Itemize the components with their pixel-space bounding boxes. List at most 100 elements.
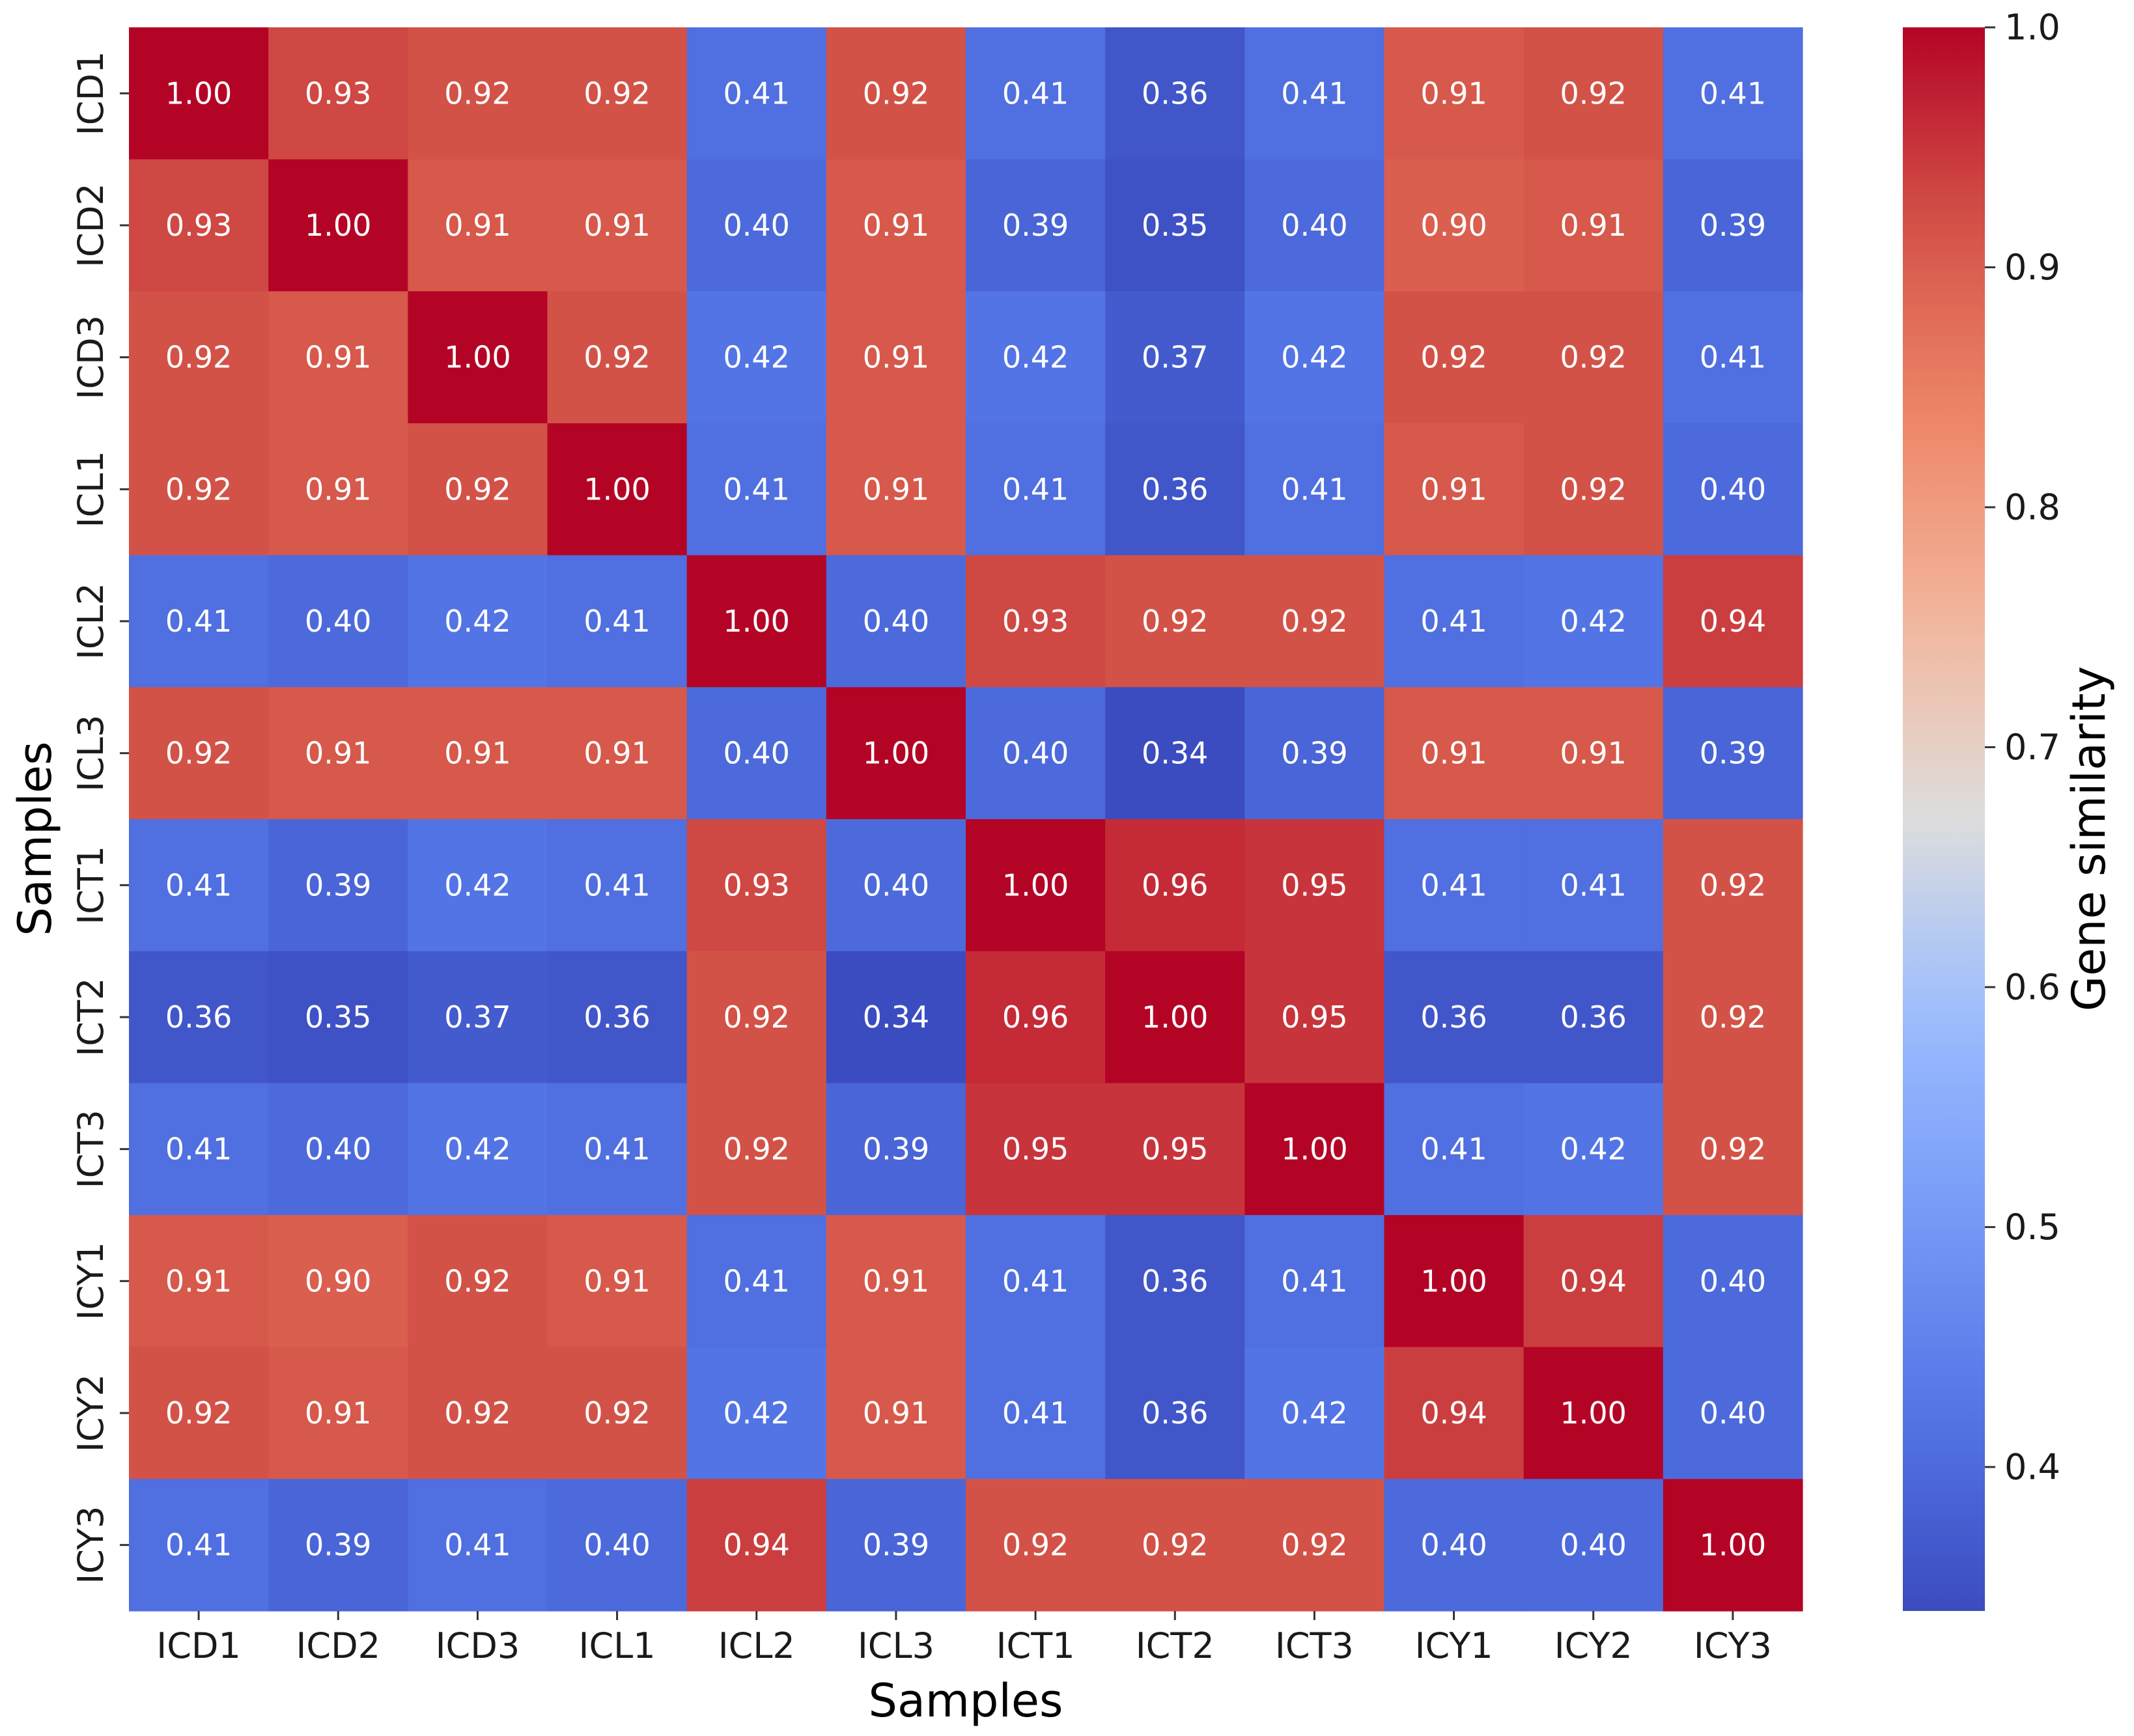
heatmap-cell	[826, 27, 966, 160]
cell-value-label: 0.41	[723, 471, 790, 507]
heatmap-cell	[1663, 159, 1803, 292]
heatmap-cell	[268, 819, 408, 952]
cell-value-label: 0.92	[863, 76, 929, 111]
heatmap-cell	[1105, 1347, 1245, 1479]
heatmap-cell	[1523, 159, 1664, 292]
heatmap-cell	[1105, 159, 1245, 292]
cell-value-label: 0.36	[1142, 76, 1208, 111]
heatmap-cell	[1663, 687, 1803, 820]
heatmap-cell	[1384, 1347, 1524, 1479]
heatmap-cell	[1105, 291, 1245, 424]
y-tick-label: ICL3	[70, 715, 111, 792]
y-axis-title: Samples	[8, 742, 62, 936]
heatmap-cell	[1523, 951, 1664, 1084]
y-tick-label: ICY1	[70, 1242, 111, 1320]
cell-value-label: 0.42	[1281, 340, 1347, 375]
cell-value-label: 0.40	[1700, 1263, 1766, 1298]
cell-value-label: 0.92	[1560, 340, 1627, 375]
cell-value-label: 0.41	[583, 1132, 650, 1167]
cell-value-label: 0.91	[305, 340, 371, 375]
cell-value-label: 0.41	[723, 1263, 790, 1298]
cell-value-label: 0.36	[1420, 1000, 1487, 1035]
cell-value-label: 0.92	[1700, 1132, 1766, 1167]
heatmap-cell	[1244, 1479, 1385, 1612]
y-tick-label: ICD2	[70, 183, 111, 268]
heatmap-cell	[1384, 555, 1524, 688]
heatmap-cell	[686, 951, 827, 1084]
heatmap-cell	[826, 687, 966, 820]
cell-value-label: 0.41	[165, 867, 232, 903]
cell-value-label: 0.92	[1142, 1528, 1208, 1563]
heatmap-cell	[408, 159, 548, 292]
heatmap-cell	[1244, 1083, 1385, 1216]
heatmap-cell	[129, 1215, 269, 1348]
cell-value-label: 0.95	[1002, 1132, 1069, 1167]
heatmap-cell	[1105, 819, 1245, 952]
cell-value-label: 0.91	[1560, 736, 1627, 771]
cell-value-label: 0.36	[583, 1000, 650, 1035]
cell-value-label: 0.41	[165, 604, 232, 639]
cell-value-label: 0.95	[1281, 867, 1347, 903]
heatmap-cell	[268, 291, 408, 424]
cell-value-label: 0.91	[1420, 76, 1487, 111]
cell-value-label: 0.37	[444, 1000, 511, 1035]
cell-value-label: 0.39	[863, 1528, 929, 1563]
cell-value-label: 0.39	[1002, 208, 1069, 243]
heatmap-cell	[547, 1347, 688, 1479]
x-tick-label: ICY3	[1694, 1625, 1772, 1666]
heatmap-cell	[129, 1347, 269, 1479]
cell-value-label: 0.92	[583, 76, 650, 111]
cell-value-label: 0.40	[1002, 736, 1069, 771]
x-axis-ticks: ICD1 ICD2 ICD3 ICL1 ICL2 ICL3 ICT1 ICT2 ICT3 ICY1…	[156, 1611, 1772, 1666]
cell-value-label: 0.93	[165, 208, 232, 243]
y-tick-label: ICD3	[70, 315, 111, 400]
cell-value-label: 0.40	[723, 208, 790, 243]
cell-value-label: 0.96	[1142, 867, 1208, 903]
cell-value-label: 0.92	[165, 471, 232, 507]
heatmap-cell	[268, 1347, 408, 1479]
heatmap-cell	[1105, 951, 1245, 1084]
heatmap-cell	[408, 1347, 548, 1479]
cell-value-label: 0.92	[444, 76, 511, 111]
cell-value-label: 0.35	[1142, 208, 1208, 243]
cell-value-label: 0.40	[1560, 1528, 1627, 1563]
cell-value-label: 0.92	[165, 736, 232, 771]
cell-value-label: 0.39	[1700, 736, 1766, 771]
cell-value-label: 0.41	[1002, 471, 1069, 507]
cell-value-label: 0.93	[723, 867, 790, 903]
heatmap-cell	[408, 687, 548, 820]
cell-value-label: 0.92	[1560, 76, 1627, 111]
heatmap-cell	[547, 951, 688, 1084]
heatmap-cell	[826, 291, 966, 424]
heatmap-cell	[1244, 1215, 1385, 1348]
heatmap-cell	[1523, 423, 1664, 556]
heatmap-cell	[966, 555, 1106, 688]
heatmap-cell	[1105, 555, 1245, 688]
heatmap-cell	[408, 951, 548, 1084]
cell-value-label: 0.36	[1142, 471, 1208, 507]
heatmap-cell	[1663, 291, 1803, 424]
cell-value-label: 0.91	[863, 1263, 929, 1298]
heatmap-cell	[686, 423, 827, 556]
y-tick-label: ICL2	[70, 583, 111, 660]
cell-value-label: 0.91	[583, 1263, 650, 1298]
cell-value-label: 0.96	[1002, 1000, 1069, 1035]
cell-value-label: 0.95	[1142, 1132, 1208, 1167]
heatmap-cell	[1523, 27, 1664, 160]
cell-value-label: 0.94	[723, 1528, 790, 1563]
heatmap-cell	[686, 1479, 827, 1612]
heatmap-cell	[129, 819, 269, 952]
cell-value-label: 0.92	[1700, 867, 1766, 903]
heatmap-cell	[826, 819, 966, 952]
cell-value-label: 0.39	[305, 867, 371, 903]
cell-value-label: 0.39	[305, 1528, 371, 1563]
cell-value-label: 0.91	[305, 471, 371, 507]
heatmap-cell	[826, 555, 966, 688]
cell-value-label: 0.37	[1142, 340, 1208, 375]
cell-value-label: 0.42	[1281, 1395, 1347, 1431]
heatmap-cell	[268, 1479, 408, 1612]
heatmap-cell	[1663, 1479, 1803, 1612]
cell-value-label: 0.90	[1420, 208, 1487, 243]
cell-value-label: 1.00	[723, 604, 790, 639]
cell-value-label: 0.42	[1560, 604, 1627, 639]
